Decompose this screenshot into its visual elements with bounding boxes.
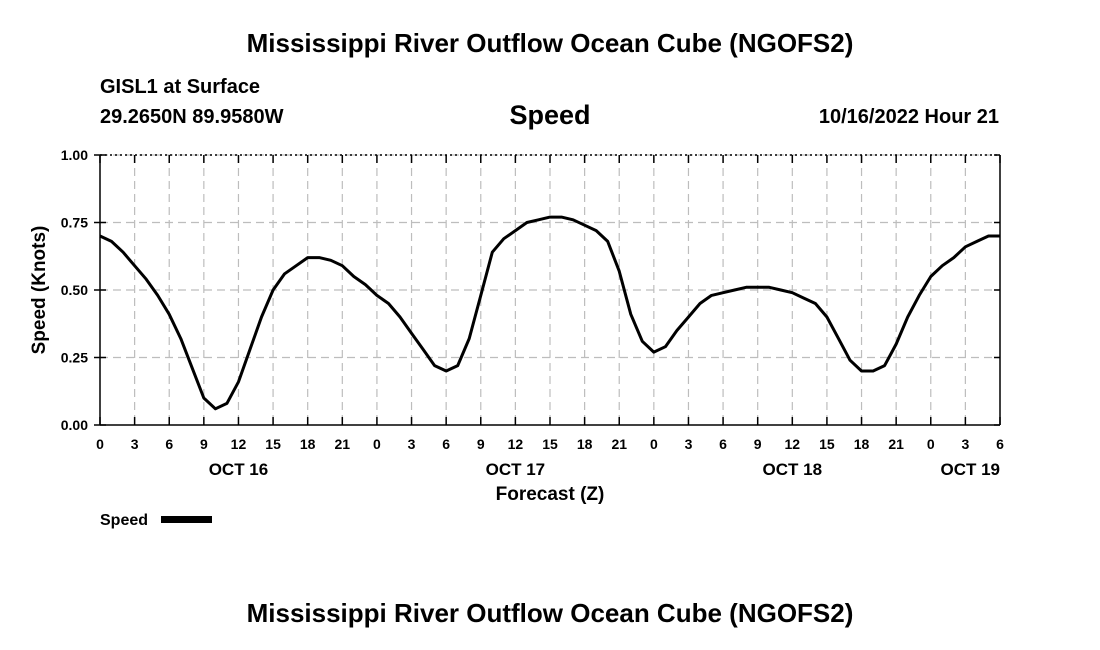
station-name: GISL1 at Surface (100, 76, 261, 98)
x-tick-label: 3 (961, 436, 969, 452)
x-tick-label: 6 (719, 436, 727, 452)
x-axis-label: Forecast (Z) (496, 484, 605, 505)
x-tick-label: 3 (131, 436, 139, 452)
x-tick-label: 6 (442, 436, 450, 452)
x-tick-label: 0 (373, 436, 381, 452)
x-tick-label: 9 (754, 436, 762, 452)
x-tick-label: 21 (888, 436, 904, 452)
x-tick-label: 18 (300, 436, 316, 452)
y-axis-label: Speed (Knots) (29, 226, 50, 355)
day-label: OCT 19 (940, 460, 1000, 479)
x-tick-label: 3 (408, 436, 416, 452)
y-tick-label: 0.50 (61, 282, 88, 298)
x-tick-label: 15 (265, 436, 281, 452)
x-tick-label: 0 (927, 436, 935, 452)
day-label: OCT 18 (763, 460, 823, 479)
station-coordinates: 29.2650N 89.9580W (100, 106, 284, 128)
x-tick-label: 21 (335, 436, 351, 452)
x-tick-label: 6 (165, 436, 173, 452)
legend-label: Speed (100, 512, 148, 529)
day-label: OCT 17 (486, 460, 546, 479)
y-tick-label: 1.00 (61, 147, 88, 163)
x-tick-label: 18 (854, 436, 870, 452)
legend-swatch (161, 516, 212, 523)
y-tick-label: 0.00 (61, 417, 88, 433)
day-label: OCT 16 (209, 460, 269, 479)
x-tick-label: 18 (577, 436, 593, 452)
main-title: Mississippi River Outflow Ocean Cube (NG… (246, 28, 854, 58)
x-tick-label: 12 (785, 436, 801, 452)
x-tick-label: 9 (477, 436, 485, 452)
footer-title: Mississippi River Outflow Ocean Cube (NG… (246, 598, 854, 628)
y-tick-label: 0.25 (61, 350, 88, 366)
chart-heading: Speed (509, 100, 591, 130)
speed-series-line (99, 215, 1000, 411)
x-tick-label: 9 (200, 436, 208, 452)
x-tick-label: 0 (96, 436, 104, 452)
y-tick-label: 0.75 (61, 215, 88, 231)
x-tick-label: 12 (508, 436, 524, 452)
x-tick-label: 6 (996, 436, 1004, 452)
x-tick-label: 3 (685, 436, 693, 452)
x-tick-label: 15 (819, 436, 835, 452)
forecast-datetime: 10/16/2022 Hour 21 (818, 106, 999, 128)
x-tick-label: 15 (542, 436, 558, 452)
x-tick-label: 12 (231, 436, 247, 452)
x-tick-label: 0 (650, 436, 658, 452)
x-tick-label: 21 (611, 436, 627, 452)
